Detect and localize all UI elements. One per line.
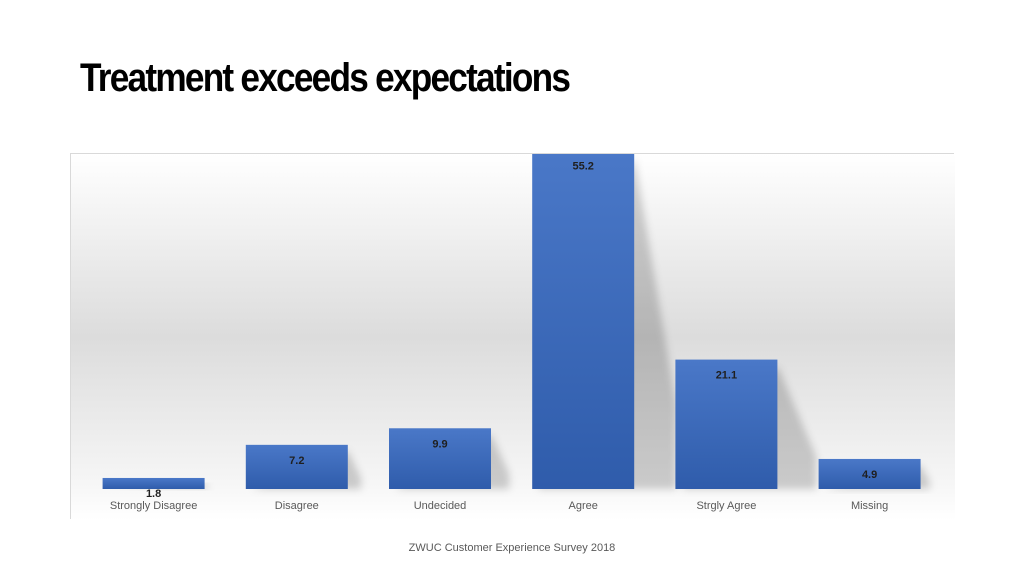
data-label-undecided: 9.9 [432,438,447,450]
bar-undecided [389,428,491,489]
chart-area: 1.8 7.2 9.9 55.2 21.1 4.9 Strongly Disagree Di… [70,153,955,520]
bar-agree [532,154,635,489]
bar-strgly-agree [675,359,778,489]
data-label-missing: 4.9 [862,469,877,481]
bar-chart: 1.8 7.2 9.9 55.2 21.1 4.9 Strongly Disagree Di… [71,154,955,520]
category-labels-group: Strongly Disagree Disagree Undecided Agree S… [110,500,888,512]
data-label-agree: 55.2 [572,160,593,172]
x-tick-label-agree: Agree [569,500,598,512]
x-tick-label-strongly-disagree: Strongly Disagree [110,500,197,512]
slide-title: Treatment exceeds expectations [80,56,571,100]
data-label-strongly-disagree: 1.8 [146,488,161,500]
bars-group [102,154,921,489]
x-tick-label-undecided: Undecided [414,500,467,512]
x-tick-label-missing: Missing [851,500,888,512]
bar-missing [818,458,921,489]
data-label-disagree: 7.2 [289,455,304,467]
x-tick-label-strgly-agree: Strgly Agree [696,500,756,512]
data-label-strgly-agree: 21.1 [716,370,737,382]
bar-strongly-disagree [102,477,205,489]
data-labels-group: 1.8 7.2 9.9 55.2 21.1 4.9 [146,160,877,500]
x-tick-label-disagree: Disagree [275,500,319,512]
bar-disagree [245,444,348,489]
footer-caption: ZWUC Customer Experience Survey 2018 [408,542,616,554]
